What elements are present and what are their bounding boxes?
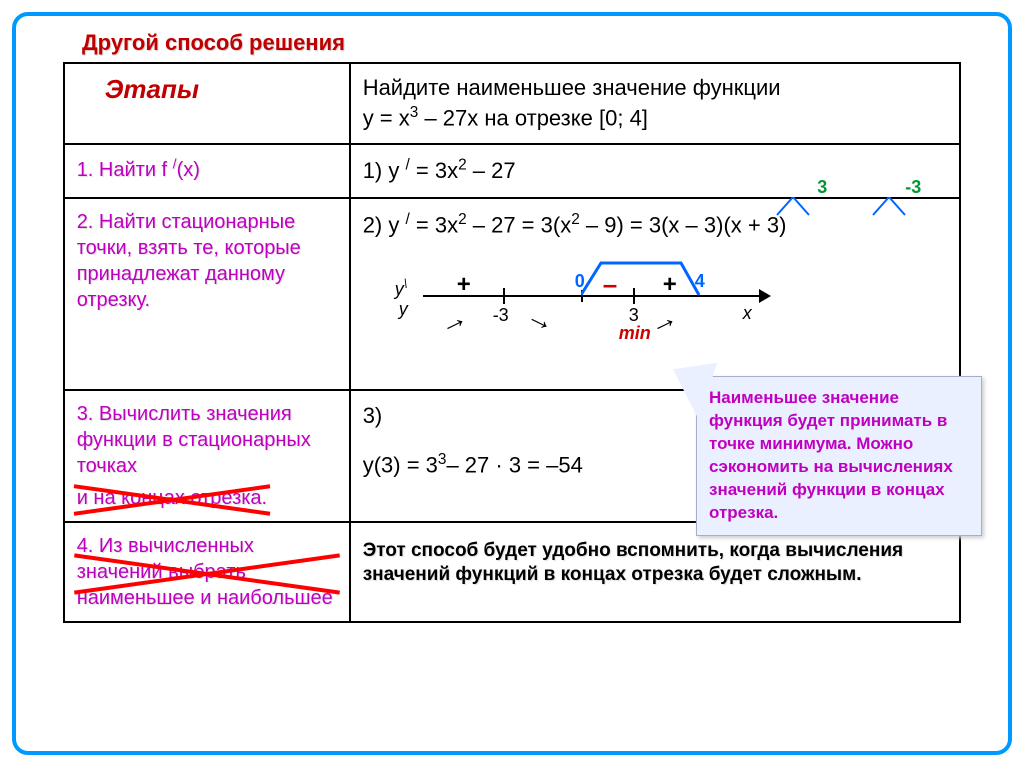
task-tail: – 27x на отрезке [0; 4]: [418, 105, 648, 130]
cell-stages: Этапы: [64, 63, 350, 144]
axis-y: y: [399, 299, 408, 320]
cell-step4-content: Этот способ будет удобно вспомнить, когд…: [350, 522, 961, 622]
slide-title: Другой способ решения: [82, 30, 990, 56]
cell-step3-label: 3. Вычислить значения функции в стациона…: [64, 390, 350, 522]
main-table: Этапы Найдите наименьшее значение функци…: [63, 62, 962, 623]
table-row: Этапы Найдите наименьшее значение функци…: [64, 63, 961, 144]
step4-label-struck: 4. Из вычисленных значений выбрать наиме…: [77, 533, 337, 611]
callout-text: Наименьшее значение функция будет приним…: [709, 388, 953, 522]
axis-y-deriv: y\: [395, 277, 408, 300]
arrow-down-icon: →: [521, 298, 560, 339]
arrow-up1-icon: →: [433, 300, 472, 341]
annot-neg3: -3: [905, 177, 921, 198]
stages-label: Этапы: [77, 74, 199, 104]
step3-label-a: 3. Вычислить значения функции в стациона…: [77, 401, 337, 479]
table-row: 2. Найти стационарные точки, взять те, к…: [64, 198, 961, 390]
sign-plus1: +: [457, 271, 471, 299]
cell-task: Найдите наименьшее значение функции y = …: [350, 63, 961, 144]
lbl-min: min: [619, 323, 651, 344]
task-y: y = x: [363, 105, 410, 130]
cell-step2-content: 2) y / = 3x2 – 27 = 3(x2 – 9) = 3(x – 3)…: [350, 198, 961, 390]
step1-label: 1. Найти f /(x): [77, 159, 200, 181]
cell-step2-label: 2. Найти стационарные точки, взять те, к…: [64, 198, 350, 390]
root-lines-icon: [769, 197, 929, 219]
step1-content: 1) y / = 3x2 – 27: [363, 158, 516, 183]
lbl-x: x: [743, 303, 752, 324]
callout-box: Наименьшее значение функция будет приним…: [696, 376, 982, 536]
axis-arrow-icon: [759, 289, 771, 303]
tick-m3: [503, 288, 505, 304]
interval-trapezoid-icon: [581, 259, 691, 295]
table-row: 4. Из вычисленных значений выбрать наиме…: [64, 522, 961, 622]
task-line1: Найдите наименьшее значение функции: [363, 75, 781, 100]
step4-note: Этот способ будет удобно вспомнить, когд…: [363, 539, 948, 588]
annot-3: 3: [817, 177, 827, 198]
lbl-m3: -3: [493, 305, 509, 326]
step2-label: 2. Найти стационарные точки, взять те, к…: [77, 209, 337, 313]
cell-step1-label: 1. Найти f /(x): [64, 144, 350, 198]
number-line: y\ y -3 3 0 4 x + – +: [423, 249, 763, 339]
step3-label-b-struck: и на концах отрезка.: [77, 485, 267, 511]
cell-step1-content: 1) y / = 3x2 – 27: [350, 144, 961, 198]
cell-step4-label: 4. Из вычисленных значений выбрать наиме…: [64, 522, 350, 622]
slide-frame: Другой способ решения Этапы Найдите наим…: [12, 12, 1012, 755]
